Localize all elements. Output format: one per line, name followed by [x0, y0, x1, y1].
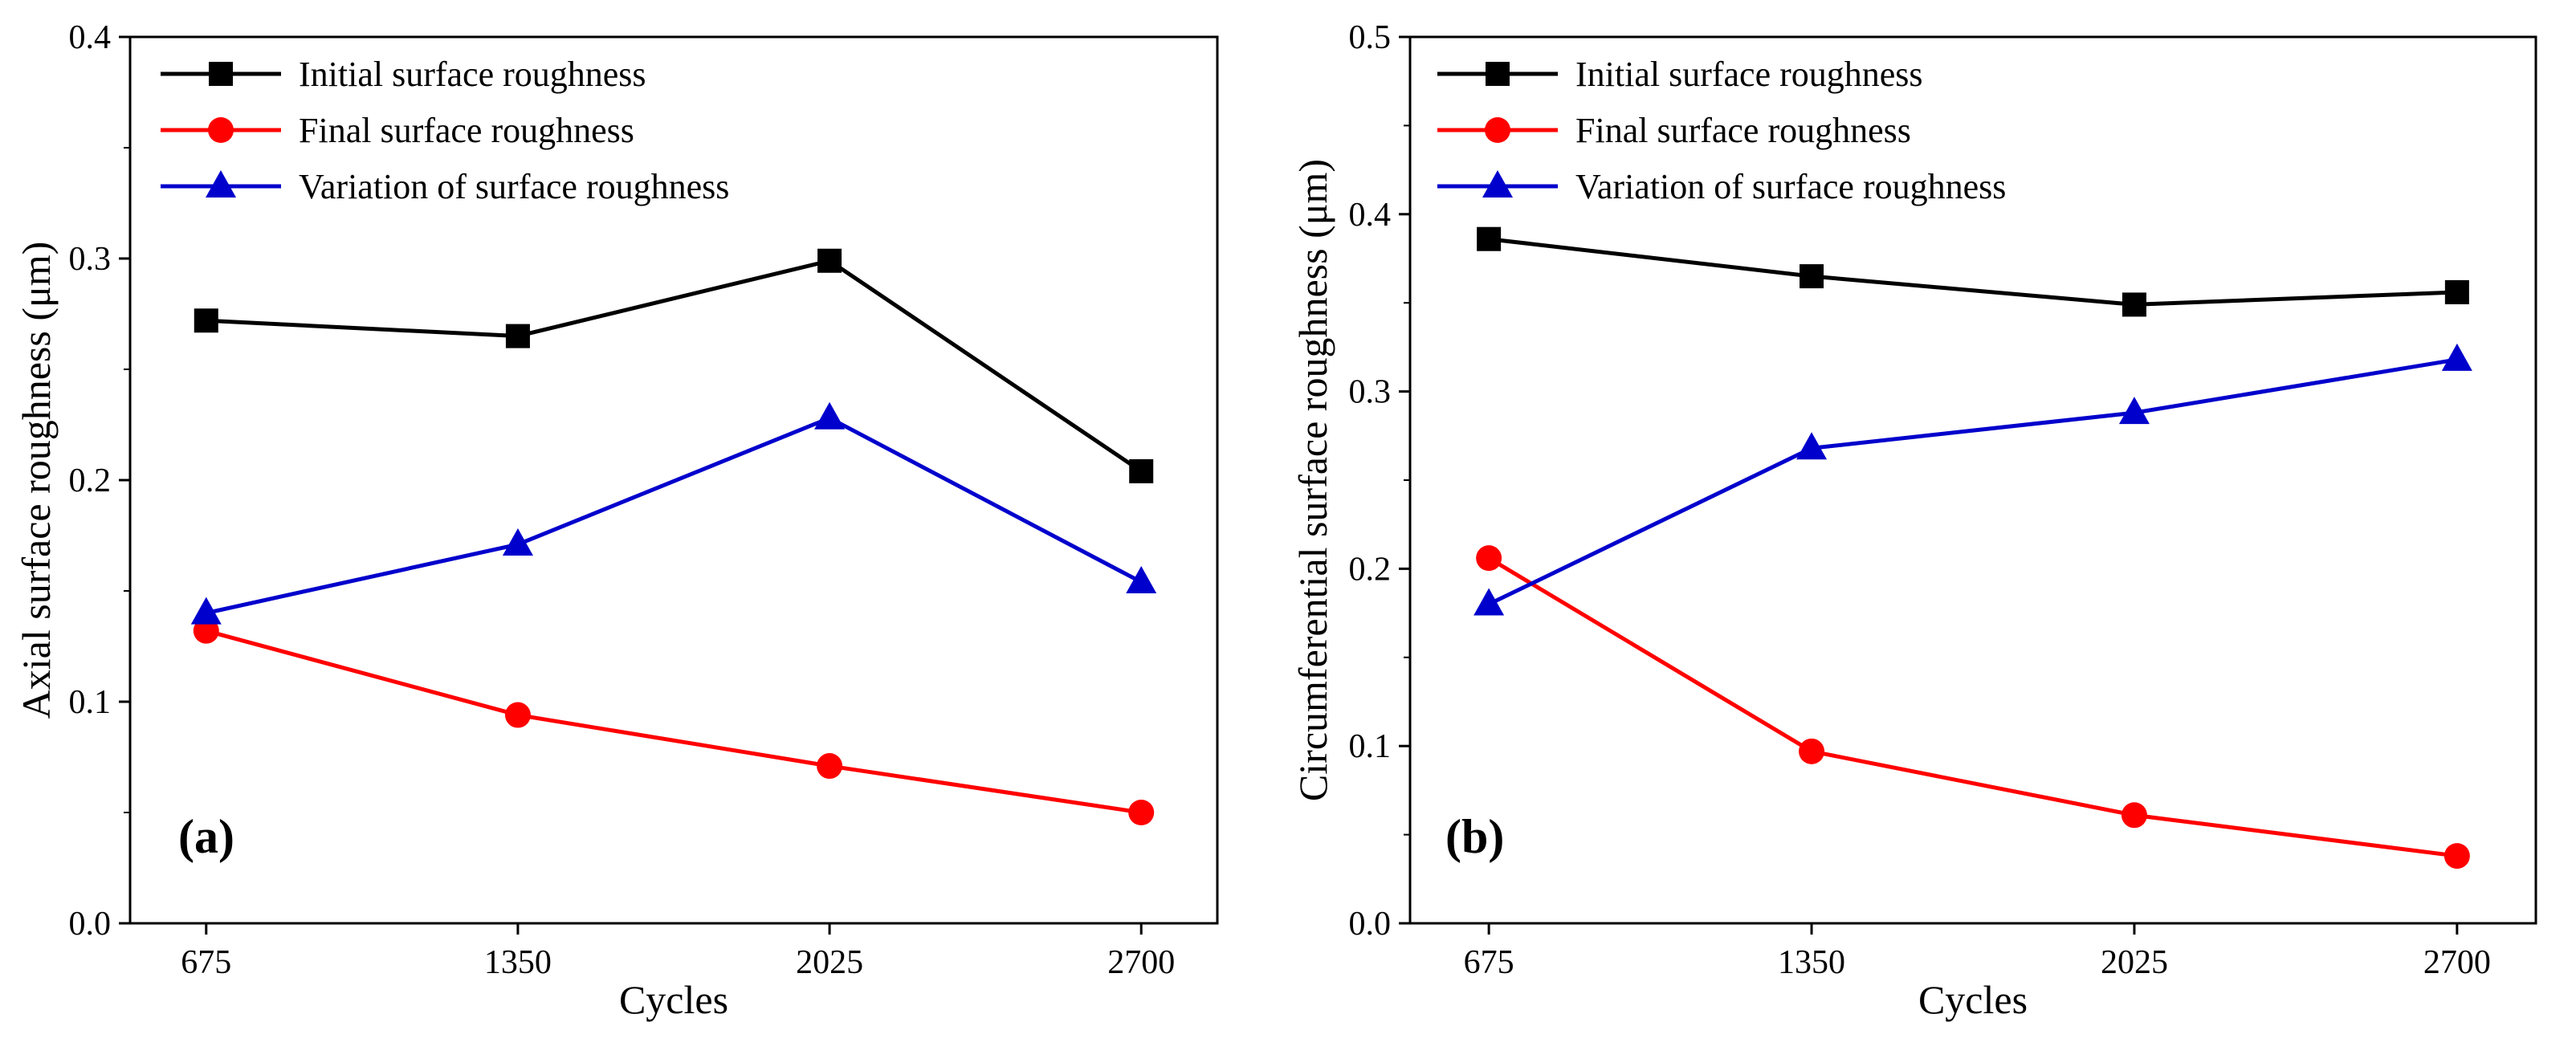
data-point	[1477, 226, 1502, 251]
data-point	[814, 401, 846, 430]
legend-item: Final surface roughness	[161, 111, 634, 150]
series-variation-of-surface-roughness	[190, 401, 1157, 625]
y-tick-label: 0.0	[1349, 906, 1392, 943]
legend-item: Initial surface roughness	[161, 55, 646, 94]
series-line	[1488, 357, 2458, 606]
y-tick-label: 0.5	[1349, 19, 1392, 56]
x-tick-label: 675	[1464, 944, 1514, 981]
legend-label: Final surface roughness	[299, 111, 634, 150]
legend-item: Final surface roughness	[1437, 111, 1911, 150]
data-point	[1473, 588, 1505, 616]
legend-label: Final surface roughness	[1575, 111, 1911, 150]
legend-item: Variation of surface roughness	[1437, 167, 2006, 206]
x-tick-label: 1350	[484, 944, 552, 981]
y-axis-title: Axial surface roughness (μm)	[14, 242, 59, 719]
y-tick-label: 0.4	[69, 19, 112, 56]
data-point	[190, 597, 222, 625]
legend-marker	[209, 62, 233, 86]
data-point	[2118, 397, 2150, 425]
panel-label: (a)	[178, 810, 234, 863]
x-axis-title: Cycles	[619, 977, 728, 1022]
x-tick-label: 1350	[1778, 944, 1845, 981]
series-variation-of-surface-roughness	[1473, 343, 2472, 616]
data-point	[1799, 738, 1825, 764]
data-point	[504, 702, 531, 728]
legend: Initial surface roughness Final surface r…	[1437, 55, 2006, 206]
series-final-surface-roughness	[193, 617, 1155, 825]
y-tick-label: 0.2	[69, 462, 112, 499]
series-initial-surface-roughness	[194, 248, 1154, 483]
legend-marker	[1482, 170, 1513, 198]
x-axis-title: Cycles	[1918, 977, 2028, 1022]
data-point	[2122, 292, 2146, 317]
x-tick-label: 2700	[2423, 944, 2491, 981]
legend-label: Initial surface roughness	[299, 55, 646, 94]
legend: Initial surface roughness Final surface r…	[161, 55, 729, 206]
legend-marker	[208, 117, 234, 143]
legend-label: Variation of surface roughness	[1575, 167, 2006, 206]
y-tick-label: 0.1	[1349, 728, 1392, 765]
data-point	[1476, 545, 1502, 572]
y-tick-label: 0.0	[69, 906, 112, 943]
y-axis-title: Circumferential surface roughness (μm)	[1290, 159, 1335, 801]
data-point	[1796, 432, 1828, 460]
data-point	[1126, 565, 1157, 593]
legend-marker	[1486, 62, 1510, 86]
legend-marker	[1485, 117, 1510, 143]
series-line	[206, 629, 1142, 815]
data-point	[194, 308, 218, 333]
series-line	[1487, 556, 2458, 858]
x-tick-label: 2700	[1107, 944, 1175, 981]
x-tick-label: 2025	[2101, 944, 2168, 981]
x-tick-label: 675	[181, 944, 231, 981]
chart-panel-b: 0.0 0.1 0.2 0.3 0.4 0.5 675 1350 2025 2700 Cycles C…	[1290, 19, 2537, 1022]
series-initial-surface-roughness	[1477, 226, 2469, 317]
legend-label: Variation of surface roughness	[299, 167, 729, 206]
data-point	[1128, 800, 1155, 825]
series-line	[206, 416, 1143, 616]
data-point	[2121, 802, 2147, 829]
x-tick-label: 2025	[796, 944, 863, 981]
data-point	[505, 324, 530, 348]
chart-panel-a: 0.0 0.1 0.2 0.3 0.4 675 1350 2025 2700 Cycles Axia…	[14, 19, 1219, 1022]
y-tick-label: 0.1	[69, 684, 112, 721]
legend-item: Initial surface roughness	[1437, 55, 1923, 94]
panel-label: (b)	[1445, 810, 1504, 863]
data-point	[2444, 279, 2469, 304]
data-point	[2444, 843, 2470, 870]
data-point	[1129, 458, 1154, 483]
data-point	[817, 248, 842, 273]
legend-label: Initial surface roughness	[1575, 55, 1923, 94]
data-point	[817, 753, 843, 780]
series-line	[206, 259, 1143, 474]
y-tick-label: 0.2	[1349, 551, 1392, 588]
series-final-surface-roughness	[1476, 545, 2470, 870]
data-point	[1800, 264, 1824, 289]
data-point	[193, 617, 219, 644]
data-point	[502, 528, 533, 556]
legend-item: Variation of surface roughness	[161, 167, 729, 206]
y-tick-label: 0.3	[69, 241, 112, 278]
legend-marker	[206, 170, 236, 198]
series-line	[1488, 237, 2457, 307]
data-point	[2441, 343, 2472, 371]
y-tick-label: 0.4	[1349, 197, 1392, 234]
y-tick-label: 0.3	[1349, 374, 1392, 411]
